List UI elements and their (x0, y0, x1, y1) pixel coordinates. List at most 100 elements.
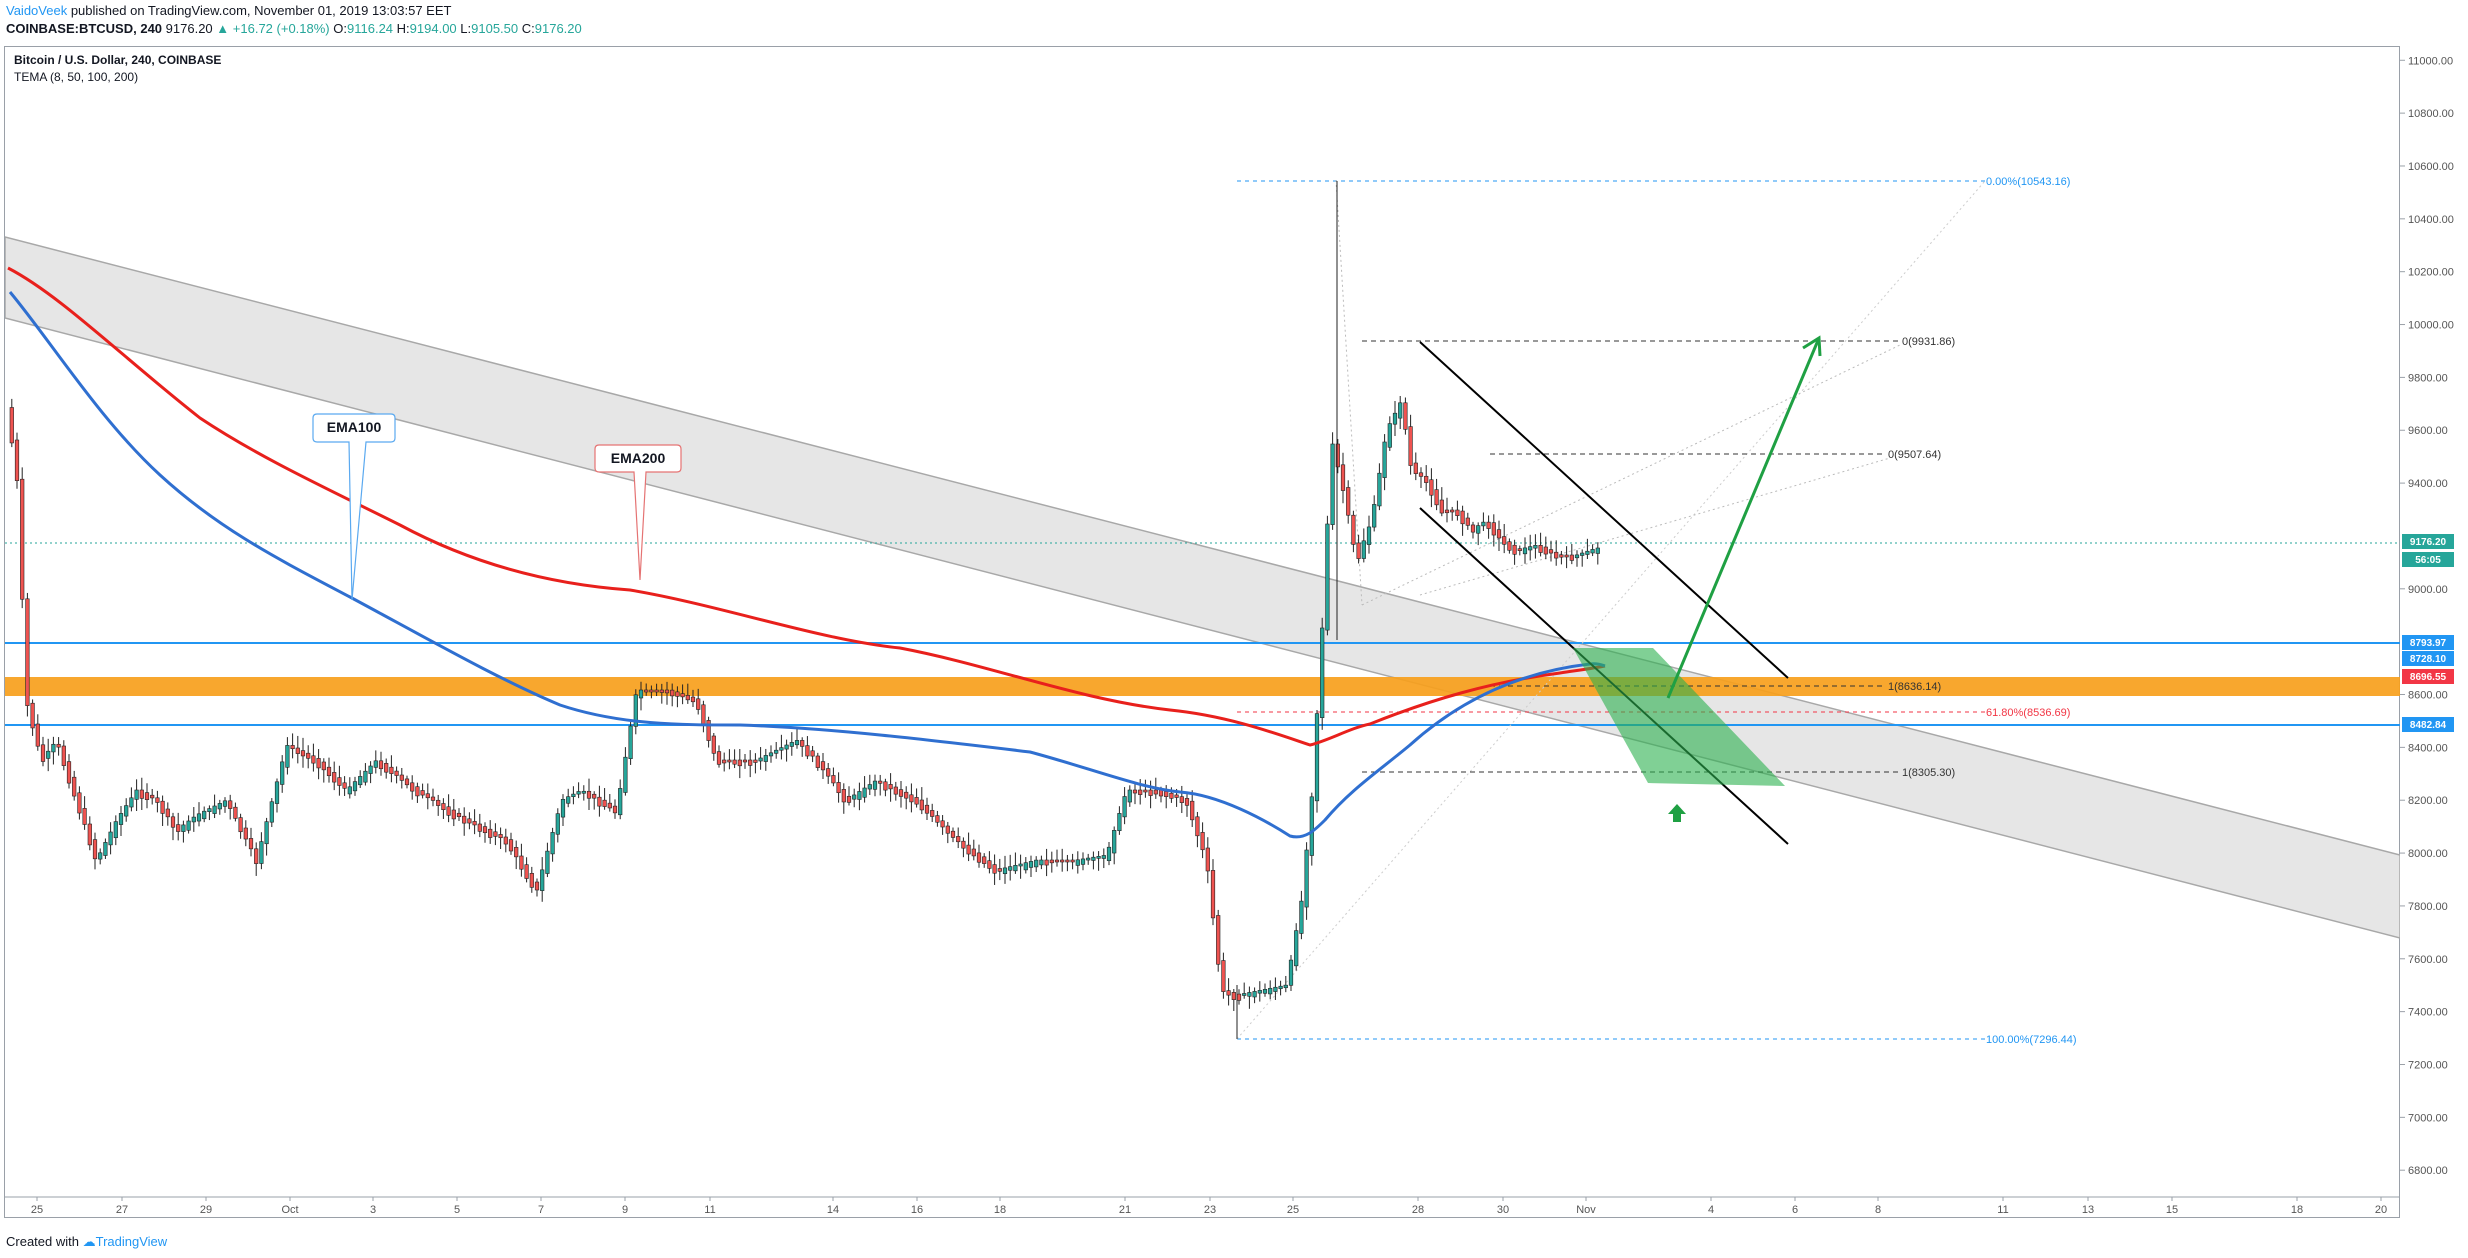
candle-body (982, 856, 987, 864)
candle-body (1507, 541, 1512, 551)
candle-body (1590, 549, 1595, 554)
candle-body (732, 759, 737, 765)
candle-body (1470, 524, 1476, 533)
candle-body (498, 834, 503, 839)
support-zone (5, 677, 2400, 696)
high-label: H: (396, 21, 410, 36)
candle-body (1002, 867, 1008, 875)
candle-body (763, 755, 768, 762)
time-tick-label: 30 (1497, 1204, 1509, 1216)
candle-body (248, 838, 254, 850)
candle-body (1117, 813, 1122, 832)
candle-body (1112, 829, 1117, 854)
candle-body (742, 759, 748, 763)
chart-frame (4, 46, 2400, 1218)
time-tick-label: 25 (31, 1204, 43, 1216)
candle-body (306, 752, 311, 759)
candle-body (191, 816, 196, 823)
candle-body (711, 735, 716, 754)
candle-body (477, 823, 482, 832)
candle-body (1127, 789, 1132, 803)
candle-body (399, 774, 404, 781)
projection-1b-label: 1(8305.30) (1902, 767, 1955, 779)
candle-body (628, 725, 633, 759)
candle-body (389, 766, 394, 774)
price-badge (2402, 651, 2454, 666)
price-badge (2402, 552, 2454, 567)
candle-body (1028, 861, 1034, 868)
candle-body (378, 760, 384, 770)
time-tick-label: 25 (1287, 1204, 1299, 1216)
candle-body (514, 847, 519, 858)
candle-body (40, 744, 46, 762)
candle-body (129, 797, 134, 808)
candle-body (1216, 915, 1221, 965)
price-tick-label: 7600.00 (2408, 954, 2448, 966)
candle-body (1106, 846, 1112, 862)
tradingview-logo-icon: ☁ (82, 1234, 96, 1249)
candle-body (202, 810, 207, 820)
candle-body (680, 693, 685, 698)
price-tick-label: 10400.00 (2408, 214, 2454, 226)
candle-body (1294, 930, 1299, 967)
candle-body (846, 795, 852, 803)
candle-body (1153, 789, 1158, 795)
candle-body (597, 796, 602, 807)
candle-body (1070, 859, 1075, 863)
candle-body (441, 803, 446, 811)
author-link[interactable]: VaidoVeek (6, 3, 68, 18)
candle-body (576, 791, 581, 795)
candle-body (940, 820, 945, 828)
time-tick-label: 18 (2291, 1204, 2303, 1216)
candle-body (690, 696, 696, 703)
candle-body (1392, 412, 1398, 425)
candle-body (1252, 991, 1257, 998)
candle-body (113, 821, 118, 839)
breakout-arrow-line (1666, 337, 1821, 699)
price-tick-label: 10000.00 (2408, 320, 2454, 332)
candle-body (1320, 627, 1325, 718)
ema100-label: EMA100 (327, 419, 382, 435)
time-tick-label: Nov (1576, 1204, 1596, 1216)
candle-body (1403, 402, 1408, 430)
candle-body (274, 781, 280, 804)
candle-body (1018, 863, 1023, 867)
candle-body (170, 816, 176, 828)
candle-body (826, 768, 831, 777)
candle-body (1455, 509, 1460, 516)
indicator-label[interactable]: TEMA (8, 50, 100, 200) (14, 70, 139, 84)
candle-body (1387, 423, 1392, 448)
candle-body (758, 757, 763, 762)
candle-body (332, 772, 337, 783)
candle-body (898, 789, 904, 797)
candle-body (186, 820, 191, 831)
candle-body (534, 881, 540, 891)
candle-body (1049, 859, 1054, 864)
candle-body (259, 841, 264, 864)
candle-body (394, 770, 399, 776)
candle-body (1382, 441, 1387, 478)
candle-body (737, 759, 742, 767)
candle-body (1132, 789, 1138, 794)
publish-text: published on TradingView.com, November 0… (70, 3, 452, 18)
candle-body (612, 805, 618, 814)
candle-body (368, 765, 373, 774)
candle-body (888, 784, 893, 790)
tradingview-link[interactable]: TradingView (95, 1234, 168, 1249)
candle-body (716, 751, 722, 765)
candle-body (1481, 521, 1486, 527)
candle-body (1060, 859, 1065, 863)
candle-body (1476, 525, 1481, 534)
candle-body (800, 740, 805, 747)
candle-body (108, 831, 113, 846)
candle-body (321, 761, 326, 771)
price-badge (2402, 534, 2454, 549)
candle-body (540, 869, 545, 891)
price-axis[interactable]: 11000.00 10800.00 10600.00 10400.00 10200.00… (2400, 55, 2454, 1177)
time-axis[interactable]: 25 27 29 Oct 3 5 7 9 11 14 16 18 21 23 25 28 30 Nov 4 6 8 11 1… (4, 1196, 2400, 1216)
time-tick-label: 21 (1119, 1204, 1131, 1216)
candle-body (9, 407, 14, 444)
price-tick-label: 7000.00 (2408, 1112, 2448, 1124)
candle-body (77, 792, 82, 814)
